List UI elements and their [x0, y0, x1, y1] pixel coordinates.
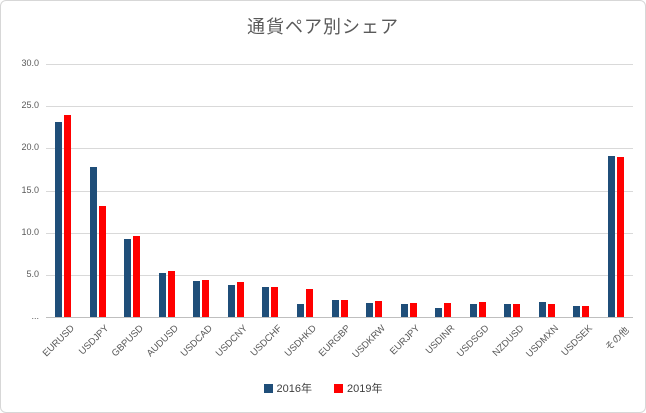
gridline-y-5	[46, 274, 633, 276]
legend-swatch-2019	[334, 383, 343, 393]
legend-item-2019: 2019年	[334, 380, 382, 396]
y-axis-tick-label: 20.0	[21, 142, 39, 153]
chart-title: 通貨ペア別シェア	[247, 17, 399, 37]
x-axis-tick-label: EURUSD	[40, 323, 78, 360]
bar-2019年-NZDUSD	[513, 304, 520, 317]
bar-2016年-USDINR	[435, 308, 442, 317]
legend-item-2016: 2016年	[263, 380, 312, 396]
bar-2016年-USDMXN	[539, 302, 546, 317]
x-axis-tick-label: USDMXN	[523, 323, 561, 360]
y-axis-tick-label: 5.0	[26, 268, 39, 279]
bar-2019年-EURUSD	[64, 115, 71, 317]
bar-2019年-EURGBP	[341, 300, 348, 317]
x-axis-tick-label: USDSEK	[559, 323, 595, 359]
bar-2016年-USDCHF	[262, 287, 269, 317]
bar-2016年-EURJPY	[401, 304, 408, 317]
y-axis-tick-label: ...	[31, 311, 39, 321]
bar-2016年-USDHKD	[297, 304, 304, 317]
bar-2016年-USDCAD	[193, 281, 200, 317]
bar-2016年-USDSGD	[470, 304, 477, 317]
bar-2019年-USDCNY	[237, 282, 244, 317]
bar-2016年-USDSEK	[573, 306, 580, 317]
bar-2016年-EURUSD	[55, 122, 62, 317]
bar-2019年-その他	[617, 157, 624, 317]
x-axis-tick-label: EURJPY	[388, 323, 423, 358]
y-axis-tick-label: 15.0	[21, 184, 39, 195]
bar-2016年-AUDUSD	[159, 273, 166, 317]
x-axis-tick-label: USDINR	[423, 323, 457, 357]
bar-2016年-EURGBP	[332, 300, 339, 317]
x-axis-tick-label: USDCAD	[179, 323, 216, 360]
y-axis-tick-label: 25.0	[21, 100, 39, 111]
x-axis-tick-label: AUDUSD	[144, 323, 181, 360]
bar-2019年-GBPUSD	[133, 236, 140, 317]
x-axis-tick-label: NZDUSD	[490, 323, 526, 359]
x-axis-tick-label: USDHKD	[282, 323, 319, 360]
legend-label-2019: 2019年	[347, 383, 383, 395]
gridline-y-15	[46, 190, 633, 192]
y-axis-tick-label: 10.0	[21, 226, 39, 237]
bar-2019年-USDMXN	[548, 304, 555, 317]
bar-2019年-USDJPY	[99, 206, 106, 317]
gridline-y-30	[46, 64, 633, 65]
bar-2019年-AUDUSD	[168, 271, 175, 317]
x-axis-tick-label: USDJPY	[77, 323, 112, 358]
bar-2019年-USDHKD	[306, 289, 313, 317]
bar-2019年-USDSGD	[479, 302, 486, 317]
x-axis-tick-label: GBPUSD	[109, 323, 147, 360]
bar-2016年-USDJPY	[90, 167, 97, 317]
bar-2019年-USDSEK	[582, 306, 589, 317]
chart-legend: 2016年 2019年	[1, 380, 645, 396]
bar-2016年-USDKRW	[366, 303, 373, 317]
bar-2016年-USDCNY	[228, 285, 235, 317]
bar-2016年-NZDUSD	[504, 304, 511, 317]
x-axis-tick-label: その他	[603, 325, 632, 354]
legend-label-2016: 2016年	[276, 383, 312, 395]
bar-2016年-その他	[608, 156, 615, 317]
bar-2019年-USDKRW	[375, 301, 382, 317]
x-axis-tick-label: USDCNY	[213, 323, 250, 360]
bar-2019年-USDCAD	[202, 280, 209, 317]
x-axis-tick-label: USDSGD	[454, 323, 492, 360]
bar-2016年-GBPUSD	[124, 239, 131, 317]
x-axis-tick-label: USDCHF	[248, 323, 285, 359]
x-axis-tick-label: EURGBP	[317, 323, 354, 360]
gridline-y-25	[46, 106, 633, 108]
x-axis-line	[46, 317, 633, 318]
gridline-y-20	[46, 148, 633, 150]
bar-2019年-USDCHF	[271, 287, 278, 317]
bar-2019年-EURJPY	[410, 303, 417, 317]
x-axis-tick-label: USDKRW	[350, 323, 388, 361]
y-axis-tick-label: 30.0	[21, 58, 39, 68]
bar-2019年-USDINR	[444, 303, 451, 317]
legend-swatch-2016	[263, 383, 273, 393]
gridline-y-10	[46, 232, 633, 234]
